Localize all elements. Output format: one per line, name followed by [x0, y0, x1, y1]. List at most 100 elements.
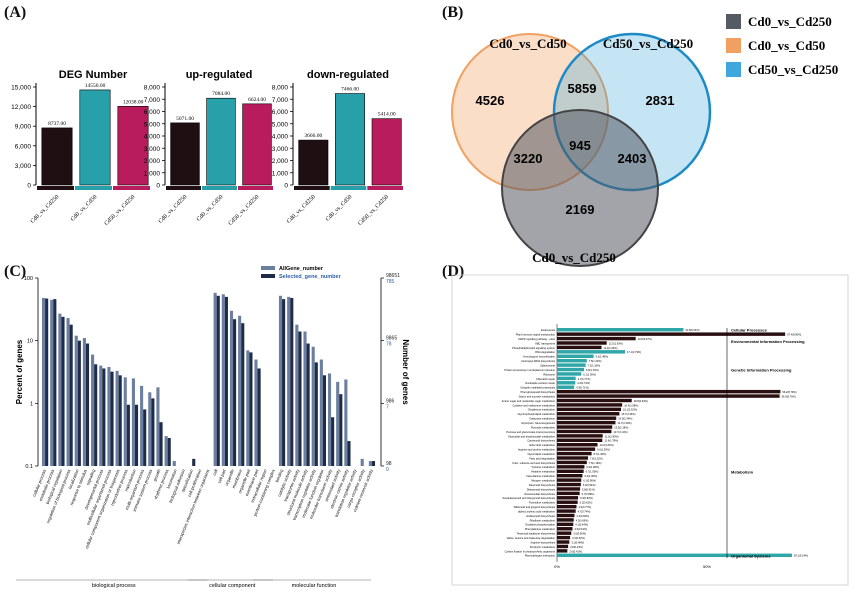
- legend-label: Cd50_vs_Cd250: [748, 62, 838, 77]
- kegg-bar-label: 11.4(1.78%): [604, 439, 618, 443]
- go-bar-all: [303, 331, 307, 466]
- kegg-category-label: Oxidative phosphorylation: [525, 523, 555, 527]
- kegg-category-label: Glycerolipid metabolism: [527, 452, 555, 456]
- kegg-bar: [557, 518, 574, 522]
- kegg-bar: [557, 451, 592, 456]
- go-bar-selected: [134, 404, 139, 466]
- kegg-bar: [557, 367, 585, 372]
- go-bar-selected: [61, 316, 65, 466]
- kegg-bar: [557, 553, 792, 558]
- go-bar-all: [238, 315, 242, 466]
- category-strip: [294, 186, 330, 190]
- kegg-category-label: Glycerophospholipid metabolism: [518, 412, 555, 416]
- go-category-label: cell: [212, 468, 219, 476]
- go-bar-selected: [371, 461, 376, 466]
- venn-circle-cd0-vs-cd250: [501, 109, 659, 267]
- kegg-bar: [557, 535, 571, 540]
- kegg-bar-label: 14.7(2.30%): [617, 421, 631, 425]
- category-strip: [330, 186, 367, 190]
- legend-label: Cd0_vs_Cd250: [748, 14, 832, 29]
- bar-value-label: 12038.00: [123, 99, 144, 105]
- kegg-bar: [557, 394, 780, 398]
- go-right-tick-label-all: 98651: [386, 273, 400, 279]
- kegg-bar: [557, 447, 596, 451]
- kegg-category-label: Glutathione metabolism: [528, 408, 555, 412]
- venn-set-label: Cd0_vs_Cd50: [489, 36, 566, 51]
- kegg-bar-label: 9.2(1.48%): [596, 355, 609, 359]
- kegg-bar: [557, 416, 617, 420]
- kegg-category-label: RNA degradation: [535, 350, 555, 354]
- kegg-group-label: Cellular Processes: [731, 328, 768, 333]
- venn-region-count: 2831: [646, 93, 675, 108]
- go-bar-all: [107, 367, 111, 466]
- kegg-category-label: beta-Alanine metabolism: [526, 474, 555, 478]
- kegg-bar-label: 7.2(1.16%): [588, 363, 601, 367]
- kegg-bar-label: 11.5(1.80%): [605, 434, 619, 438]
- y-tick-label: 15,000: [11, 85, 31, 92]
- go-bar-all: [131, 378, 135, 466]
- kegg-bar-label: 9.6(1.50%): [597, 448, 610, 452]
- x-tick-label: Cd0_vs_Cd50: [325, 194, 354, 223]
- kegg-bar: [557, 407, 621, 412]
- go-bar-all: [66, 317, 70, 466]
- go-y2label: Number of genes: [401, 339, 410, 405]
- kegg-bar: [557, 478, 582, 482]
- category-strip: [75, 186, 112, 190]
- go-bar-selected: [167, 437, 171, 466]
- kegg-category-label: Galactose metabolism: [529, 417, 555, 421]
- kegg-bar-label: 56.0(8.75%): [782, 394, 796, 398]
- kegg-bar-label: 19.8(3.07%): [638, 337, 652, 341]
- kegg-bar-label: 6.7(1.05%): [586, 470, 599, 474]
- category-strip: [367, 186, 403, 190]
- kegg-bar-label: 13.9(2.18%): [614, 425, 628, 429]
- y-tick-label: 0: [156, 183, 160, 190]
- x-tick-label: Cd0_vs_Cd50: [70, 194, 99, 223]
- go-bar-selected: [331, 417, 335, 466]
- category-strip: [202, 186, 237, 190]
- bar: [170, 122, 200, 186]
- bar-value-label: 14550.00: [85, 83, 106, 89]
- y-tick-label: 4,000: [272, 134, 289, 141]
- category-strip: [37, 186, 74, 190]
- go-bar-all: [91, 354, 95, 466]
- kegg-bar: [557, 381, 576, 385]
- kegg-bar-label: 17.1(2.79%): [627, 350, 641, 354]
- kegg-bar-label: 16.4(2.58%): [624, 403, 638, 407]
- kegg-category-label: Spliceosome: [540, 363, 555, 367]
- go-bar-selected: [45, 298, 49, 466]
- kegg-bar-label: 57.4(8.90%): [787, 333, 801, 337]
- go-bar-selected: [241, 323, 245, 466]
- go-bar-all: [336, 381, 340, 466]
- kegg-category-label: Ubiquitin mediated proteolysis: [520, 386, 555, 390]
- go-bar-all: [50, 299, 54, 466]
- go-bar-all: [246, 350, 250, 466]
- go-bar-selected: [69, 324, 73, 466]
- kegg-bar: [557, 434, 603, 438]
- go-bar-selected: [85, 343, 90, 466]
- kegg-bar: [557, 482, 581, 487]
- x-tick-label: Cd50_vs_Cd250: [104, 194, 137, 227]
- kegg-category-label: Pyrimidine metabolism: [529, 501, 555, 505]
- kegg-category-label: Histidine metabolism: [531, 470, 555, 474]
- go-bar-all: [42, 297, 46, 466]
- kegg-bar: [557, 376, 576, 381]
- kegg-bar: [557, 345, 602, 350]
- go-legend-label: AllGene_number: [279, 266, 324, 272]
- kegg-bar-label: 3.9(0.61%): [575, 527, 588, 531]
- bar: [298, 139, 329, 186]
- category-strip: [166, 186, 201, 190]
- kegg-category-label: Plant-pathogen interaction: [525, 554, 556, 558]
- go-right-tick-label-sel: 785: [386, 279, 395, 285]
- go-bar-selected: [339, 394, 343, 466]
- go-bar-selected: [102, 368, 106, 466]
- go-bar-selected: [77, 340, 81, 466]
- go-bar-selected: [249, 352, 253, 466]
- kegg-bar-label: 4.9(0.77%): [578, 505, 591, 509]
- go-bar-all: [221, 294, 225, 466]
- kegg-bar: [557, 412, 620, 416]
- kegg-category-label: MAPK signaling pathway - plant: [518, 337, 555, 341]
- go-left-tick-label: 1: [30, 401, 33, 407]
- legend-label: Cd0_vs_Cd50: [748, 38, 825, 53]
- kegg-bar-label: 12.5(1.93%): [609, 341, 623, 345]
